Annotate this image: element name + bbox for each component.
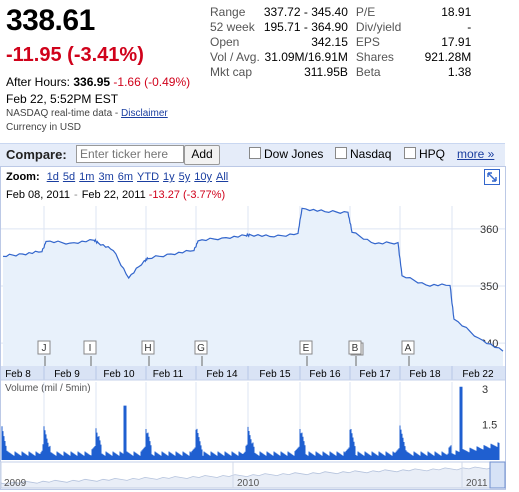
zoom-option-1y[interactable]: 1y [163,171,175,183]
stat-value: - [467,20,472,34]
stat-label: EPS [355,35,380,49]
stat-label: 52 week [210,20,255,34]
zoom-option-1d[interactable]: 1d [46,171,59,183]
compare-checkbox-hpq[interactable]: HPQ [404,147,445,161]
zoom-option-6m[interactable]: 6m [117,171,134,183]
stats-row: 52 week 195.71 - 364.90 Div/yield - [210,20,471,35]
after-hours: After Hours: 336.95 -1.66 (-0.49%) [6,75,190,89]
stat-label: Range [210,5,246,19]
compare-option-label: HPQ [419,147,446,161]
expand-chart-icon[interactable] [484,169,500,185]
stats-row: Mkt cap 311.95B Beta 1.38 [210,65,471,80]
stats-row: Range 337.72 - 345.40 P/E 18.91 [210,5,471,20]
add-compare-button[interactable]: Add [184,145,220,165]
checkbox-icon[interactable] [335,147,347,159]
stat-value: 31.09M/16.91M [264,50,348,64]
data-source: NASDAQ real-time data - Disclaimer [6,108,168,119]
range-start: Feb 08, 2011 [6,189,71,201]
currency-note: Currency in USD [6,122,82,133]
compare-checkbox-dow-jones[interactable]: Dow Jones [249,147,323,161]
zoom-label: Zoom: [6,171,40,183]
data-source-text: NASDAQ real-time data - [6,108,119,119]
more-compare-link[interactable]: more » [457,147,495,161]
compare-label: Compare: [6,147,67,162]
stat-label: Beta [355,65,381,79]
zoom-option-all[interactable]: All [216,171,229,183]
key-stats-table: Range 337.72 - 345.40 P/E 18.91 52 week 195.7… [210,5,471,80]
compare-option-label: Dow Jones [264,147,324,161]
after-hours-label: After Hours: [6,75,71,89]
zoom-option-5d[interactable]: 5d [62,171,76,183]
stat-label: Vol / Avg. [210,50,260,64]
compare-bar: Compare: Add Dow Jones Nasdaq HPQ more » [0,143,505,166]
checkbox-icon[interactable] [404,147,416,159]
stats-row: Vol / Avg. 31.09M/16.91M Shares 921.28M [210,50,471,65]
chart-frame [0,166,506,490]
stat-label: Mkt cap [210,65,253,79]
zoom-option-3m[interactable]: 3m [98,171,114,183]
last-price: 338.61 [6,4,95,37]
range-end: Feb 22, 2011 [81,189,146,201]
stat-value: 342.15 [311,35,348,49]
stat-value: 1.38 [447,65,472,79]
stat-value: 17.91 [441,35,472,49]
zoom-bar: Zoom: 1d 5d 1m 3m 6m YTD 1y 5y 10y All [6,171,228,183]
stats-row: Open 342.15 EPS 17.91 [210,35,471,50]
compare-ticker-input[interactable] [76,145,184,163]
stat-label: Div/yield [355,20,402,34]
price-change: -11.95 (-3.41%) [6,44,144,66]
range-separator: - [74,189,78,201]
chart-range: Feb 08, 2011- Feb 22, 2011 -13.27 (-3.77%… [6,189,225,201]
compare-checkbox-nasdaq[interactable]: Nasdaq [335,147,391,161]
stat-value: 921.28M [424,50,472,64]
zoom-option-1m[interactable]: 1m [79,171,95,183]
stat-value: 311.95B [304,65,348,79]
after-hours-price: 336.95 [73,75,111,89]
stat-label: Open [210,35,240,49]
stat-value: 337.72 - 345.40 [263,5,348,19]
stat-value: 195.71 - 364.90 [263,20,348,34]
range-change: -13.27 (-3.77%) [148,189,226,201]
disclaimer-link[interactable]: Disclaimer [121,108,168,119]
zoom-option-10y[interactable]: 10y [194,171,213,183]
compare-option-label: Nasdaq [350,147,392,161]
zoom-option-ytd[interactable]: YTD [137,171,160,183]
after-hours-change: -1.66 (-0.49%) [113,75,191,89]
stat-value: 18.91 [441,5,472,19]
quote-timestamp: Feb 22, 5:52PM EST [6,92,119,106]
stat-label: P/E [355,5,376,19]
checkbox-icon[interactable] [249,147,261,159]
zoom-option-5y[interactable]: 5y [178,171,191,183]
stat-label: Shares [355,50,394,64]
